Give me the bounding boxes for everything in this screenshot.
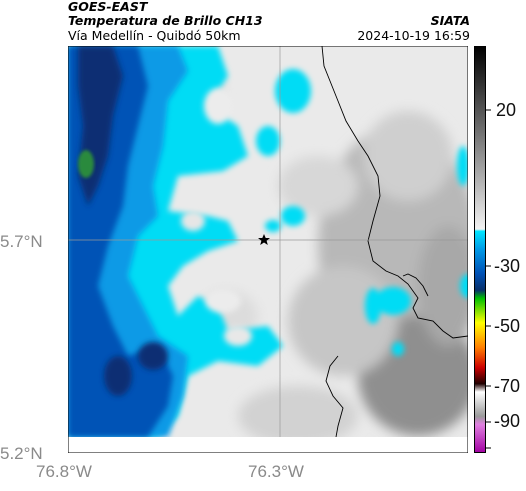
x-tick-76p8: 76.8°W <box>36 462 92 481</box>
organization-label: SIATA <box>430 13 470 28</box>
administrative-borders <box>321 46 468 437</box>
brightness-temperature-map <box>68 46 468 453</box>
route-subtitle: Vía Medellín - Quibdó 50km <box>68 28 241 43</box>
map-gridlines <box>68 46 468 437</box>
satellite-title: GOES-EAST <box>68 0 148 14</box>
colorbar-label-minus50: -50 <box>494 316 521 336</box>
colorbar-ticks <box>486 109 491 449</box>
datetime-label: 2024-10-19 16:59 <box>357 28 470 43</box>
colorbar-label-20: 20 <box>496 100 517 120</box>
gray-cloud-masses <box>173 66 468 437</box>
star-icon <box>258 234 270 245</box>
product-title: Temperatura de Brillo CH13 <box>68 13 263 28</box>
colorbar-label-minus70: -70 <box>494 376 521 396</box>
y-tick-5p2: 5.2°N <box>0 444 43 463</box>
x-tick-76p3: 76.3°W <box>248 462 304 481</box>
colorbar-label-minus30: -30 <box>494 256 521 276</box>
very-cold-green <box>78 150 94 178</box>
y-tick-5p7: 5.7°N <box>0 232 43 251</box>
temperature-colorbar <box>474 46 486 453</box>
colorbar-label-minus90: -90 <box>494 411 521 431</box>
white-cloud-patches <box>181 88 252 346</box>
